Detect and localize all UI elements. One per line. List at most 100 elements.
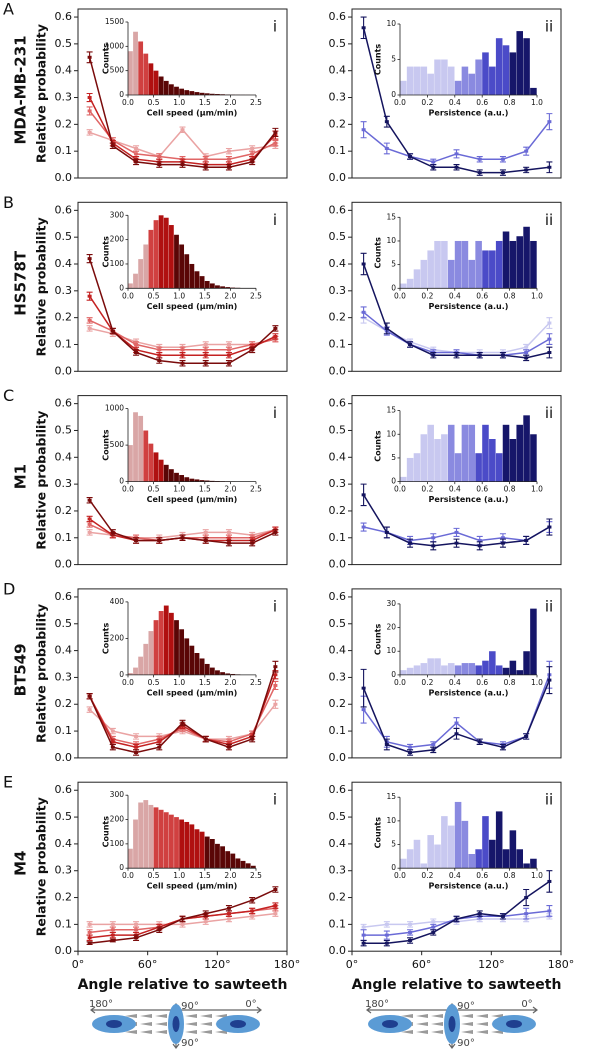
inset-y-tick-label: 0 xyxy=(391,90,396,99)
point xyxy=(384,530,389,534)
point xyxy=(134,734,139,738)
point xyxy=(384,742,389,746)
histogram-bar xyxy=(128,445,133,482)
y-tick-label: 0.4 xyxy=(329,257,347,270)
point xyxy=(203,361,208,365)
y-tick-label: 0.3 xyxy=(55,284,73,297)
point xyxy=(250,541,255,545)
y-tick-label: 0.4 xyxy=(55,450,73,463)
y-tick-label: 0.1 xyxy=(55,531,73,544)
histogram-bar xyxy=(184,821,190,869)
inset-y-label: Counts xyxy=(102,816,111,848)
histogram-bar xyxy=(447,66,455,95)
histogram-bar xyxy=(240,860,246,869)
y-tick-label: 0.6 xyxy=(329,203,347,216)
histogram-bar xyxy=(495,453,503,482)
histogram-bar xyxy=(194,829,200,869)
inset-x-tick-label: 2.0 xyxy=(224,871,236,880)
point xyxy=(226,906,231,910)
histogram-bar xyxy=(468,663,476,675)
inset-x-tick-label: 0.0 xyxy=(122,678,134,687)
histogram-bar xyxy=(153,220,159,289)
inset-y-tick-label: 15 xyxy=(386,406,396,415)
point xyxy=(431,925,436,929)
inset-y-tick-label: 0 xyxy=(119,670,124,679)
histogram-bar xyxy=(489,651,496,675)
point xyxy=(250,898,255,902)
inset-y-tick-label: 0 xyxy=(391,283,396,292)
point xyxy=(500,914,505,918)
histogram-bar xyxy=(502,667,510,675)
inset-x-tick-label: 2.0 xyxy=(224,291,236,300)
histogram-bar xyxy=(225,851,231,869)
point xyxy=(273,141,278,145)
histogram-bar xyxy=(133,819,138,869)
inset-x-label: Persistence (a.u.) xyxy=(429,109,509,118)
x-axis-label: Angle relative to sawteeth xyxy=(78,977,288,993)
histogram-bar xyxy=(163,605,169,675)
histogram-bar xyxy=(133,667,138,675)
histogram-bar xyxy=(163,217,169,289)
sawtooth xyxy=(200,1014,212,1018)
y-tick-label: 0.3 xyxy=(329,477,347,490)
point xyxy=(477,171,482,175)
y-tick-label: 0.2 xyxy=(329,697,347,710)
histogram-bar xyxy=(138,41,144,95)
point xyxy=(547,337,552,341)
x-tick-label: 60° xyxy=(138,958,158,971)
point xyxy=(477,740,482,744)
point xyxy=(134,751,139,755)
sawtooth xyxy=(215,1014,227,1018)
histogram-bar xyxy=(489,439,496,482)
point xyxy=(134,152,139,156)
histogram-bar xyxy=(447,259,455,289)
y-tick-label: 0.5 xyxy=(329,617,347,630)
inset-x-tick-label: 0.4 xyxy=(449,291,461,300)
histogram-bar xyxy=(220,846,225,869)
histogram-bar xyxy=(475,59,482,95)
inset-x-tick-label: 2.0 xyxy=(224,98,236,107)
histogram-bar xyxy=(184,254,190,289)
y-tick-label: 0.2 xyxy=(55,504,73,517)
histogram-bar xyxy=(413,66,421,95)
point xyxy=(361,708,366,712)
y-tick-label: 0.4 xyxy=(55,257,73,270)
histogram-bar xyxy=(189,824,195,869)
histogram-bar xyxy=(516,670,523,675)
point xyxy=(547,525,552,529)
histogram-bar xyxy=(158,611,164,675)
histogram-bar xyxy=(454,240,462,289)
histogram-bar xyxy=(189,91,195,95)
point xyxy=(431,165,436,169)
histogram-bar xyxy=(454,80,462,95)
inset-x-tick-label: 0.0 xyxy=(122,485,134,494)
histogram-bar xyxy=(153,70,159,95)
point xyxy=(273,665,278,669)
point xyxy=(226,745,231,749)
point xyxy=(500,745,505,749)
histogram-bar xyxy=(502,849,510,869)
inset-x-tick-label: 0.2 xyxy=(421,291,433,300)
point xyxy=(477,157,482,161)
point xyxy=(273,334,278,338)
sawtooth xyxy=(125,1030,137,1034)
histogram-bar xyxy=(400,670,407,675)
inset-y-label: Counts xyxy=(374,44,383,76)
inset-y-tick-label: 5 xyxy=(391,260,396,269)
point xyxy=(273,888,278,892)
histogram-bar xyxy=(441,665,448,675)
point xyxy=(203,530,208,534)
point xyxy=(500,541,505,545)
histogram-bar xyxy=(204,480,210,482)
point xyxy=(250,348,255,352)
inset-x-label: Cell speed (µm/min) xyxy=(147,688,238,697)
nucleus xyxy=(230,1020,246,1028)
histogram-bar xyxy=(179,819,185,869)
point xyxy=(408,922,413,926)
sawtooth xyxy=(140,1022,152,1026)
histogram-bar xyxy=(523,651,530,675)
point xyxy=(180,348,185,352)
histogram-bar xyxy=(406,667,414,675)
inset-y-tick-label: 200 xyxy=(110,235,125,244)
histogram-bar xyxy=(516,31,523,96)
